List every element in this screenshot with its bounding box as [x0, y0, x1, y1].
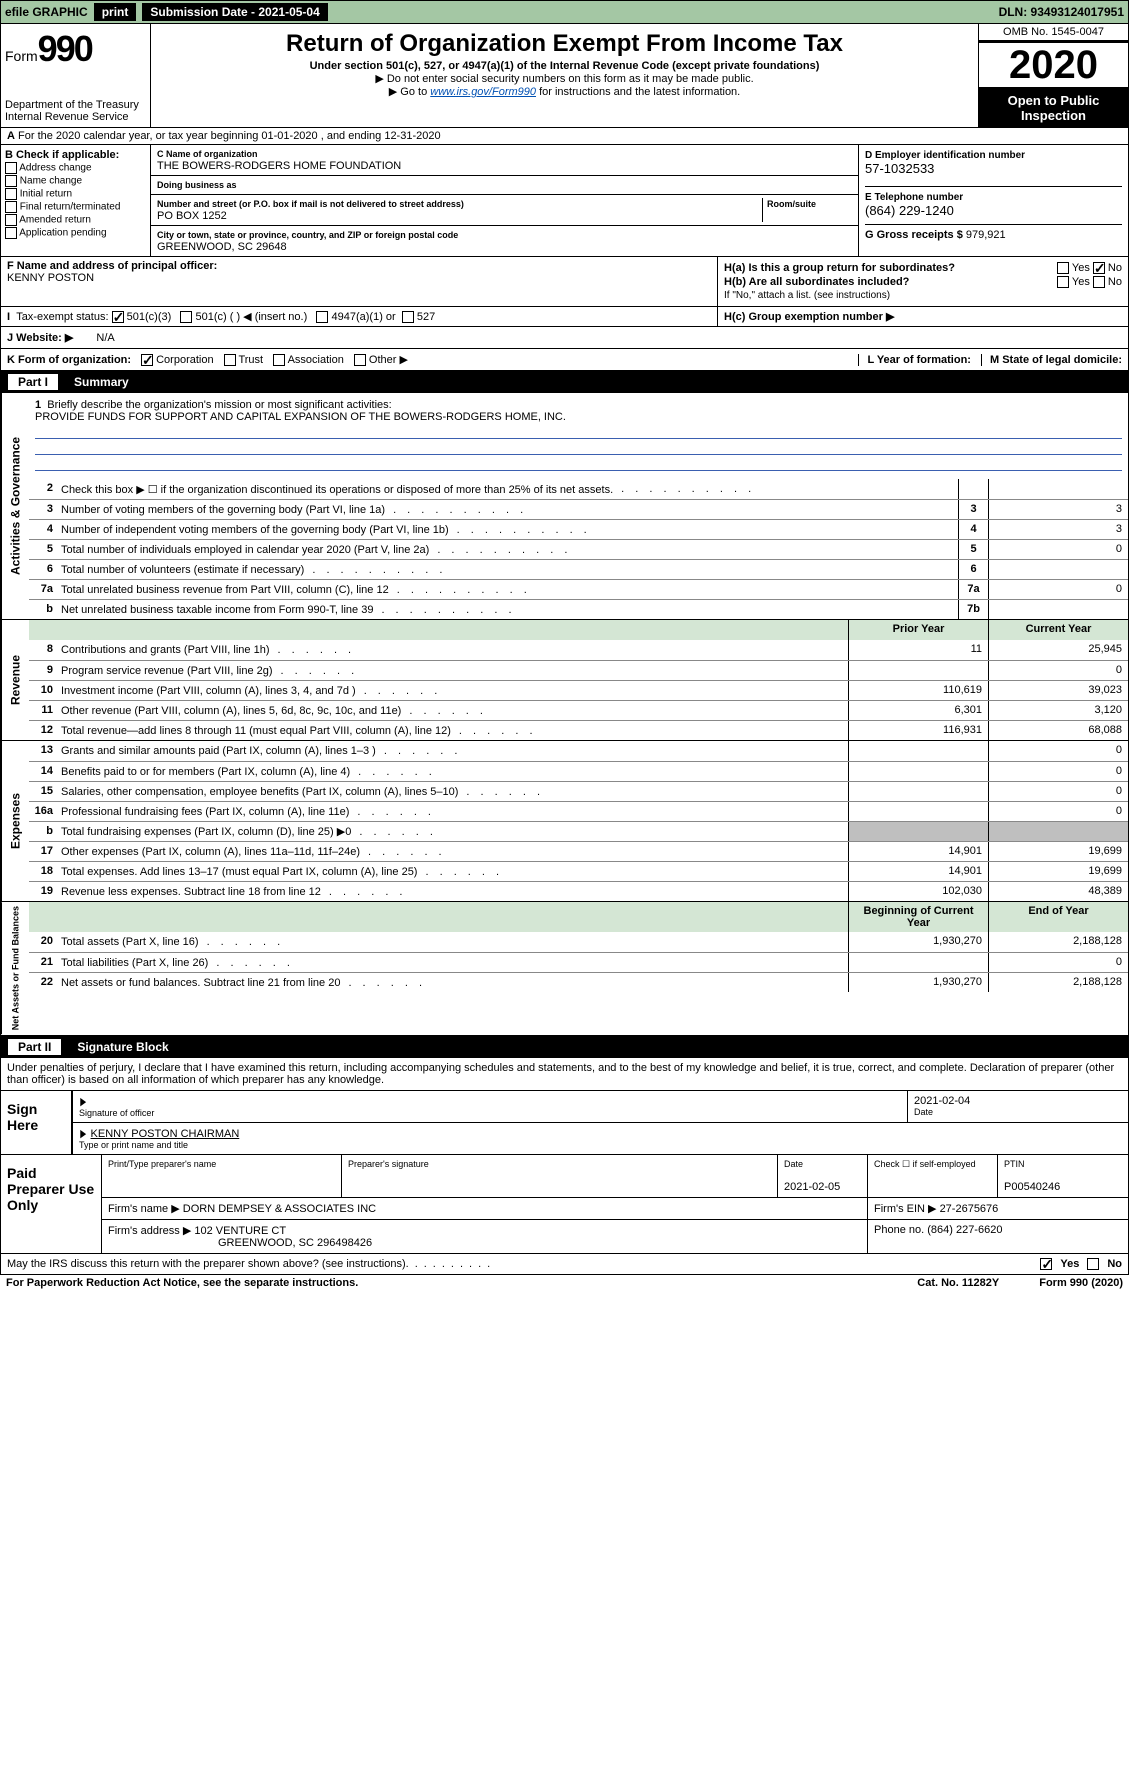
gov-line: 6 Total number of volunteers (estimate i…: [29, 559, 1128, 579]
data-line: 21 Total liabilities (Part X, line 26). …: [29, 952, 1128, 972]
principal-officer: KENNY POSTON: [7, 272, 94, 284]
gov-line: 7a Total unrelated business revenue from…: [29, 579, 1128, 599]
data-line: 9 Program service revenue (Part VIII, li…: [29, 660, 1128, 680]
gov-line: 2 Check this box ▶ ☐ if the organization…: [29, 479, 1128, 499]
side-label-governance: Activities & Governance: [1, 393, 29, 619]
data-line: 14 Benefits paid to or for members (Part…: [29, 761, 1128, 781]
gov-line: 5 Total number of individuals employed i…: [29, 539, 1128, 559]
org-city: GREENWOOD, SC 29648: [157, 241, 287, 253]
data-line: 20 Total assets (Part X, line 16). . . .…: [29, 932, 1128, 952]
data-line: 19 Revenue less expenses. Subtract line …: [29, 881, 1128, 901]
gov-line: 3 Number of voting members of the govern…: [29, 499, 1128, 519]
perjury-statement: Under penalties of perjury, I declare th…: [1, 1058, 1128, 1090]
data-line: 22 Net assets or fund balances. Subtract…: [29, 972, 1128, 992]
paid-preparer-label: Paid Preparer Use Only: [1, 1155, 101, 1253]
form-title: Return of Organization Exempt From Incom…: [161, 30, 968, 58]
data-line: b Total fundraising expenses (Part IX, c…: [29, 821, 1128, 841]
row-k-org: K Form of organization: Corporation Trus…: [0, 349, 1129, 371]
data-line: 16a Professional fundraising fees (Part …: [29, 801, 1128, 821]
data-line: 15 Salaries, other compensation, employe…: [29, 781, 1128, 801]
form-note-1: ▶ Do not enter social security numbers o…: [161, 72, 968, 85]
section-revenue: Revenue Prior Year Current Year 8 Contri…: [0, 620, 1129, 741]
data-line: 8 Contributions and grants (Part VIII, l…: [29, 640, 1128, 660]
officer-name: KENNY POSTON CHAIRMAN: [91, 1128, 240, 1140]
footer: For Paperwork Reduction Act Notice, see …: [0, 1275, 1129, 1291]
print-button[interactable]: print: [94, 3, 137, 21]
efile-label: efile GRAPHIC: [5, 5, 88, 19]
block-fh: F Name and address of principal officer:…: [0, 257, 1129, 307]
data-line: 18 Total expenses. Add lines 13–17 (must…: [29, 861, 1128, 881]
firm-ein: 27-2675676: [940, 1203, 999, 1215]
ein: 57-1032533: [865, 161, 934, 176]
sign-here-label: Sign Here: [1, 1090, 71, 1154]
block-i-hc: I Tax-exempt status: 501(c)(3) 501(c) ( …: [0, 307, 1129, 327]
website: N/A: [96, 332, 114, 344]
org-address: PO BOX 1252: [157, 210, 227, 222]
side-label-netassets: Net Assets or Fund Balances: [1, 902, 29, 1034]
firm-address: GREENWOOD, SC 296498426: [218, 1237, 372, 1249]
section-governance: Activities & Governance 1 Briefly descri…: [0, 393, 1129, 620]
dln-label: DLN: 93493124017951: [999, 5, 1124, 19]
data-line: 10 Investment income (Part VIII, column …: [29, 680, 1128, 700]
gov-line: 4 Number of independent voting members o…: [29, 519, 1128, 539]
discuss-row: May the IRS discuss this return with the…: [1, 1253, 1128, 1274]
submission-date: Submission Date - 2021-05-04: [142, 3, 327, 21]
irs-link[interactable]: www.irs.gov/Form990: [430, 86, 536, 98]
org-name: THE BOWERS-RODGERS HOME FOUNDATION: [157, 160, 401, 172]
form-note-2: ▶ Go to www.irs.gov/Form990 for instruct…: [161, 85, 968, 98]
efile-topbar: efile GRAPHIC print Submission Date - 20…: [0, 0, 1129, 24]
part-2-header: Part II Signature Block: [0, 1036, 1129, 1058]
col-d-ein: D Employer identification number 57-1032…: [858, 145, 1128, 256]
data-line: 12 Total revenue—add lines 8 through 11 …: [29, 720, 1128, 740]
col-c-nameaddr: C Name of organization THE BOWERS-RODGER…: [151, 145, 858, 256]
gov-line: b Net unrelated business taxable income …: [29, 599, 1128, 619]
dept-treasury: Department of the Treasury Internal Reve…: [5, 99, 146, 123]
side-label-expenses: Expenses: [1, 741, 29, 901]
form-number: Form990: [5, 28, 146, 70]
data-line: 13 Grants and similar amounts paid (Part…: [29, 741, 1128, 761]
gross-receipts: 979,921: [966, 229, 1006, 241]
row-a-taxyear: A For the 2020 calendar year, or tax yea…: [0, 128, 1129, 145]
identity-block: B Check if applicable: Address change Na…: [0, 145, 1129, 257]
row-j-website: J Website: ▶ N/A: [0, 327, 1129, 349]
col-b-checkboxes: B Check if applicable: Address change Na…: [1, 145, 151, 256]
signature-block: Under penalties of perjury, I declare th…: [0, 1058, 1129, 1275]
firm-phone: (864) 227-6620: [927, 1224, 1002, 1236]
mission-text: PROVIDE FUNDS FOR SUPPORT AND CAPITAL EX…: [35, 411, 566, 423]
omb-number: OMB No. 1545-0047: [979, 24, 1128, 41]
section-netassets: Net Assets or Fund Balances Beginning of…: [0, 902, 1129, 1035]
data-line: 17 Other expenses (Part IX, column (A), …: [29, 841, 1128, 861]
form-header: Form990 Department of the Treasury Inter…: [0, 24, 1129, 128]
telephone: (864) 229-1240: [865, 203, 954, 218]
form-footer: Form 990 (2020): [1039, 1277, 1123, 1289]
data-line: 11 Other revenue (Part VIII, column (A),…: [29, 700, 1128, 720]
tax-year: 2020: [979, 41, 1128, 89]
form-subtitle: Under section 501(c), 527, or 4947(a)(1)…: [161, 60, 968, 72]
open-to-public: Open to Public Inspection: [979, 89, 1128, 127]
part-1-header: Part I Summary: [0, 371, 1129, 393]
firm-name: DORN DEMPSEY & ASSOCIATES INC: [183, 1203, 376, 1215]
ptin: P00540246: [1004, 1181, 1060, 1193]
section-expenses: Expenses 13 Grants and similar amounts p…: [0, 741, 1129, 902]
side-label-revenue: Revenue: [1, 620, 29, 740]
